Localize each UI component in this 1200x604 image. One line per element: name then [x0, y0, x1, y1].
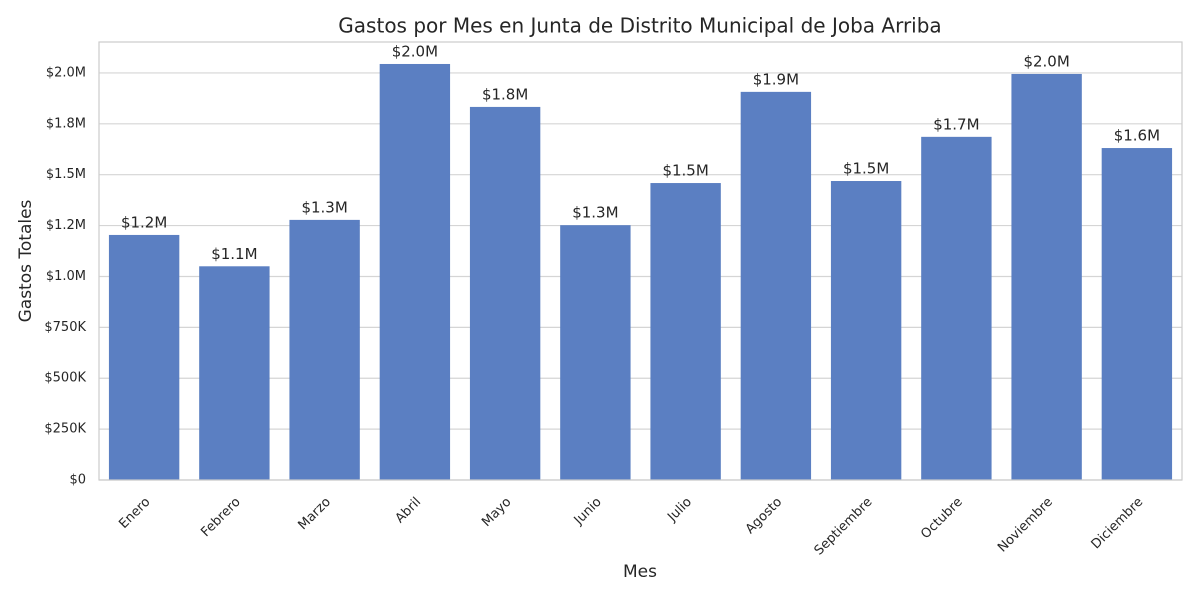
value-label: $1.8M [482, 85, 528, 103]
plot-frame [98, 41, 1183, 481]
x-tick-label: Enero [116, 495, 153, 532]
value-label: $1.1M [211, 245, 257, 263]
bar [199, 266, 270, 480]
x-tick-label: Febrero [198, 495, 243, 540]
x-tick-label: Septiembre [812, 495, 876, 559]
value-label: $1.3M [301, 198, 347, 216]
value-label: $1.7M [933, 115, 979, 133]
x-tick-label: Octubre [918, 495, 965, 542]
value-label: $2.0M [1023, 52, 1069, 70]
y-tick-label: $1.8M [46, 116, 86, 131]
value-label: $1.3M [572, 204, 618, 222]
y-tick-label: $250K [44, 422, 86, 437]
y-tick-label: $1.0M [46, 269, 86, 284]
bar [1011, 73, 1082, 480]
x-tick-label: Diciembre [1089, 495, 1147, 553]
bar [830, 181, 902, 480]
value-label: $1.5M [662, 162, 708, 180]
x-axis-label: Mes [623, 562, 657, 582]
bar [108, 234, 180, 480]
bar [650, 183, 721, 480]
value-label: $1.2M [121, 213, 167, 231]
y-axis-label: Gastos Totales [16, 199, 36, 322]
y-tick-label: $2.0M [46, 65, 86, 80]
value-label: $1.5M [843, 160, 889, 178]
grid: $0 $250K $500K $750K $1.0M $1.2M $1.5M $1.8M $2.… [44, 65, 1182, 488]
y-tick-label: $0 [69, 473, 86, 488]
value-label: $1.9M [753, 70, 799, 88]
x-tick-label: Junio [571, 495, 605, 529]
bar [560, 225, 631, 480]
x-tick-label: Julio [664, 495, 695, 526]
bars: Enero $1.2M Febrero $1.1M Marzo $1.3M Abril $2.… [108, 42, 1173, 559]
x-tick-label: Agosto [743, 495, 785, 537]
y-tick-label: $1.2M [46, 218, 86, 233]
chart-title: Gastos por Mes en Junta de Distrito Muni… [338, 14, 941, 38]
bar [740, 91, 812, 481]
value-label: $1.6M [1114, 127, 1160, 145]
x-tick-label: Abril [393, 495, 425, 527]
value-label: $2.0M [392, 42, 438, 60]
y-tick-label: $750K [44, 320, 86, 335]
x-tick-label: Mayo [479, 495, 514, 530]
y-tick-label: $500K [44, 371, 86, 386]
bar [469, 106, 541, 481]
bar [289, 219, 360, 481]
bar [921, 136, 992, 481]
y-tick-label: $1.5M [46, 167, 86, 182]
x-tick-label: Noviembre [995, 495, 1056, 556]
bar [1101, 148, 1173, 480]
bar [379, 63, 451, 480]
x-tick-label: Marzo [296, 495, 334, 533]
